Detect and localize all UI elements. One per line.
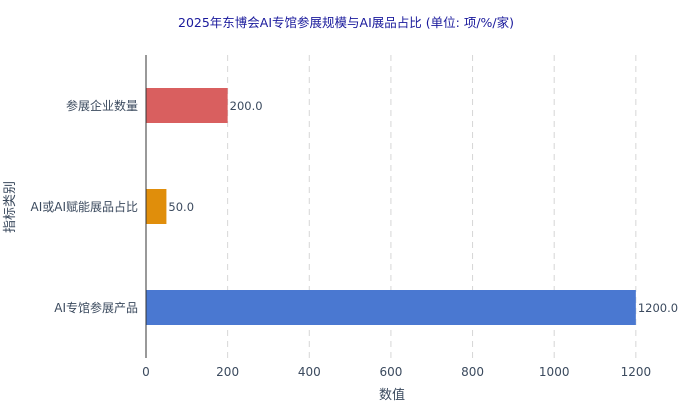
bar xyxy=(146,189,167,224)
y-tick-label: AI或AI赋能展品占比 xyxy=(31,199,139,214)
x-axis-title: 数值 xyxy=(379,387,405,403)
bar xyxy=(146,88,228,123)
y-tick-label: 参展企业数量 xyxy=(66,98,138,113)
x-tick-label: 0 xyxy=(142,365,150,379)
bar-value-label: 1200.0 xyxy=(638,301,678,315)
data-labels: 200.0 50.0 1200.0 xyxy=(168,99,678,315)
bar xyxy=(146,290,636,325)
y-tick-label: AI专馆参展产品 xyxy=(54,300,138,315)
y-axis-tick-labels: 参展企业数量 AI或AI赋能展品占比 AI专馆参展产品 xyxy=(31,98,139,315)
x-axis-tick-labels: 0 200 400 600 800 1000 1200 xyxy=(142,365,651,379)
x-tick-label: 400 xyxy=(298,365,321,379)
bar-value-label: 50.0 xyxy=(168,200,194,214)
x-tick-label: 1200 xyxy=(621,365,652,379)
y-axis-title: 指标类别 xyxy=(3,181,18,233)
x-tick-label: 1000 xyxy=(539,365,570,379)
bars xyxy=(146,88,636,325)
x-tick-label: 600 xyxy=(379,365,402,379)
chart-title: 2025年东博会AI专馆参展规模与AI展品占比 (单位: 项/%/家) xyxy=(178,15,514,30)
x-tick-label: 200 xyxy=(216,365,239,379)
bar-value-label: 200.0 xyxy=(230,99,263,113)
x-tick-label: 800 xyxy=(461,365,484,379)
